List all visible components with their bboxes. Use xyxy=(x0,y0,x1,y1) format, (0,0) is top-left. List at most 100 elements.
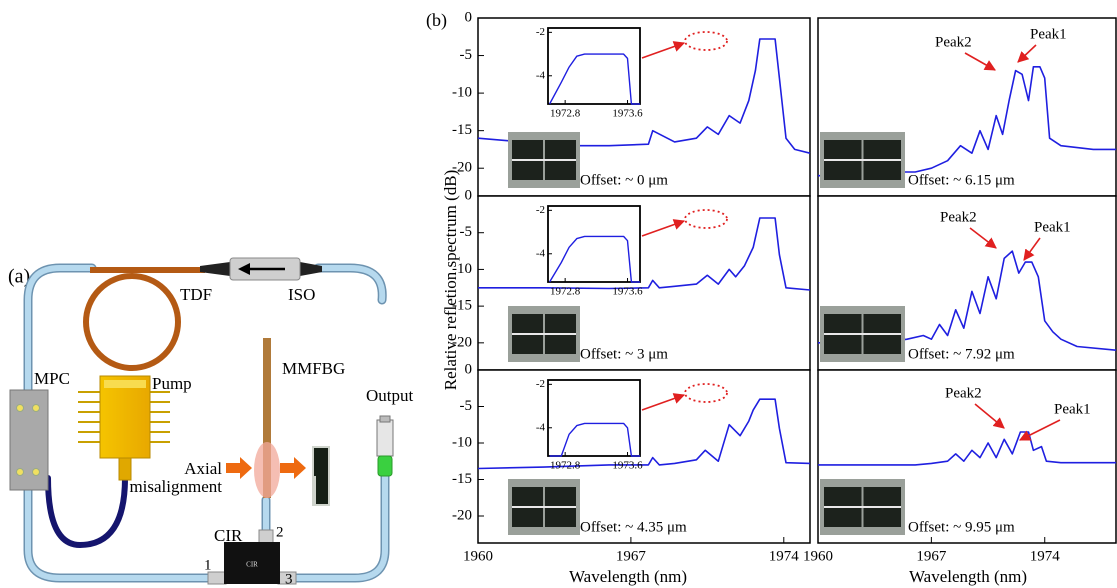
output-connector xyxy=(376,415,394,477)
peak-arrow xyxy=(1023,237,1041,261)
peak-arrow xyxy=(969,227,997,249)
inset-frame xyxy=(547,27,641,105)
peak-label: Peak1 xyxy=(1054,401,1091,417)
peak-label: Peak2 xyxy=(940,209,977,225)
panel-label: (a) xyxy=(8,266,30,288)
panel-label: (b) xyxy=(426,10,447,31)
tdf-label: TDF xyxy=(180,285,212,304)
x-tick-label: 1967 xyxy=(916,548,947,564)
x-axis-label: Wavelength (nm) xyxy=(909,567,1027,586)
offset-label: Offset: ~ 7.92 μm xyxy=(908,346,1015,362)
port-label: 3 xyxy=(285,571,293,587)
offset-label: Offset: ~ 6.15 μm xyxy=(908,172,1015,188)
pump xyxy=(99,375,151,459)
y-tick-label: -10 xyxy=(452,434,472,450)
inset-y-tick-label: -2 xyxy=(536,26,545,38)
y-tick-label: -20 xyxy=(452,334,472,350)
spectrum-line xyxy=(818,250,1117,351)
inset-line xyxy=(549,422,640,457)
y-tick-label: -15 xyxy=(452,122,472,138)
y-tick-label: -10 xyxy=(452,85,472,101)
peak-arrow xyxy=(1017,44,1037,63)
y-tick-label: -20 xyxy=(452,507,472,523)
misalignment-label: Axial xyxy=(184,459,222,478)
peak-label: Peak2 xyxy=(935,34,972,50)
microscope-photo xyxy=(820,479,905,535)
microscope-photo xyxy=(508,132,580,188)
peak-arrow xyxy=(964,52,996,71)
inset-y-tick-label: -2 xyxy=(536,378,545,390)
inset-x-tick-label: 1973.6 xyxy=(612,286,643,298)
microscope-photo xyxy=(820,132,905,188)
peak-arrow xyxy=(974,403,1005,429)
pump-label: Pump xyxy=(152,374,192,393)
offset-label: Offset: ~ 3 μm xyxy=(580,346,668,362)
cir-port xyxy=(207,571,227,585)
offset-label: Offset: ~ 0 μm xyxy=(580,172,668,188)
y-axis-label: Relative refletion spectrum (dB) xyxy=(441,170,460,390)
peak-arrow xyxy=(1018,419,1061,441)
mpc-label: MPC xyxy=(34,369,70,388)
y-tick-label: -10 xyxy=(452,261,472,277)
misalignment-photo xyxy=(312,446,330,506)
microscope-photo xyxy=(508,306,580,362)
x-tick-label: 1974 xyxy=(1030,548,1061,564)
setup-diagram: (a) TDF ISO MPC xyxy=(8,257,414,587)
inset-x-tick-label: 1973.6 xyxy=(612,460,643,472)
y-tick-label: -15 xyxy=(452,298,472,314)
inset-x-tick-label: 1973.6 xyxy=(612,108,643,120)
spectrum-line xyxy=(477,398,811,470)
inset-x-tick-label: 1972.8 xyxy=(550,460,581,472)
y-tick-label: 0 xyxy=(465,361,473,377)
x-tick-label: 1960 xyxy=(463,548,493,564)
offset-label: Offset: ~ 9.95 μm xyxy=(908,519,1015,535)
misalignment-label: misalignment xyxy=(129,477,222,496)
pump-pigtail xyxy=(118,457,132,481)
mpc-screws xyxy=(16,404,40,476)
arrow-out xyxy=(280,457,306,479)
peak-label: Peak2 xyxy=(945,385,982,401)
inset-frame xyxy=(547,379,641,457)
spectrum-line xyxy=(478,217,811,291)
inset-arrow xyxy=(641,41,686,59)
y-tick-label: -5 xyxy=(460,224,473,240)
iso-ends xyxy=(200,262,322,276)
pump-pins xyxy=(78,391,170,443)
x-axis-label: Wavelength (nm) xyxy=(569,567,687,586)
inset-y-tick-label: -4 xyxy=(536,247,546,259)
offset-label: Offset: ~ 4.35 μm xyxy=(580,519,687,535)
arrow-in xyxy=(226,457,252,479)
inset-y-tick-label: -2 xyxy=(536,204,545,216)
fibers xyxy=(23,263,390,583)
y-tick-label: -5 xyxy=(460,47,473,63)
x-tick-label: 1967 xyxy=(616,548,647,564)
y-tick-label: -20 xyxy=(452,160,472,176)
inset-frame xyxy=(547,205,641,283)
x-tick-label: 1974 xyxy=(769,548,800,564)
y-tick-label: -15 xyxy=(452,471,472,487)
x-tick-label: 1960 xyxy=(803,548,833,564)
inset-x-tick-label: 1972.8 xyxy=(550,108,581,120)
output-label: Output xyxy=(366,386,414,405)
inset-line xyxy=(548,235,640,283)
tdf-coil xyxy=(83,273,181,371)
inset-y-tick-label: -4 xyxy=(536,421,546,433)
inset-x-tick-label: 1972.8 xyxy=(550,286,581,298)
y-tick-label: -5 xyxy=(460,398,473,414)
pump-top xyxy=(104,380,146,388)
inset-y-tick-label: -4 xyxy=(536,69,546,81)
mmfbg-label: MMFBG xyxy=(282,359,345,378)
spectrum-line xyxy=(818,66,1116,177)
port-label: 2 xyxy=(276,524,284,540)
cir-port xyxy=(258,529,274,545)
inset-line xyxy=(548,53,640,105)
inset-arrow xyxy=(641,219,686,237)
microscope-photo xyxy=(820,306,905,362)
microscope-photo xyxy=(508,479,580,535)
peak-highlight xyxy=(684,383,728,403)
mmfbg xyxy=(263,338,271,498)
y-tick-label: 0 xyxy=(465,187,473,203)
peak-label: Peak1 xyxy=(1030,26,1067,42)
y-tick-label: 0 xyxy=(465,9,473,25)
